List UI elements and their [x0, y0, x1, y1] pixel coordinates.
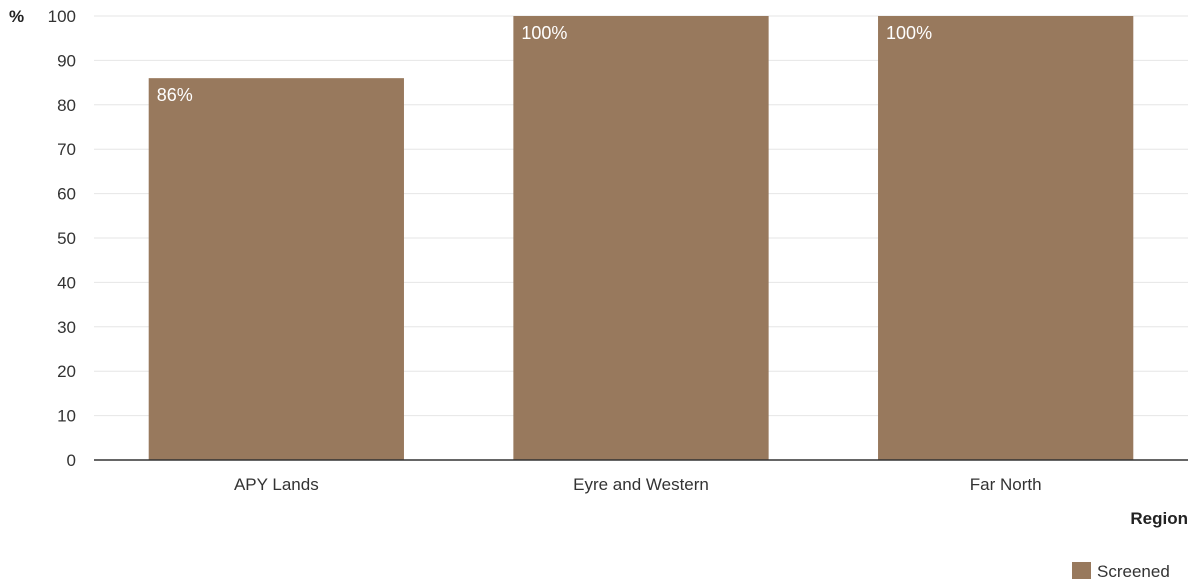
data-label-layer: 86% 100% 100% [157, 23, 932, 105]
x-tick-labels: APY Lands Eyre and Western Far North [234, 475, 1042, 494]
legend-swatch-screened [1072, 562, 1091, 579]
bar-layer [148, 16, 1134, 460]
x-tick-label: APY Lands [234, 475, 319, 494]
y-tick-label: 90 [57, 51, 76, 70]
legend-label-screened: Screened [1097, 562, 1170, 581]
data-label: 100% [521, 23, 567, 43]
bar-far-north [878, 16, 1134, 460]
y-tick-labels: 0 10 20 30 40 50 60 70 80 90 100 [48, 7, 76, 470]
y-tick-label: 70 [57, 140, 76, 159]
bar-apy-lands [148, 78, 404, 460]
x-axis-title: Region [1130, 509, 1188, 528]
y-tick-label: 100 [48, 7, 76, 26]
x-tick-label: Far North [970, 475, 1042, 494]
bar-eyre-and-western [513, 16, 769, 460]
y-tick-label: 30 [57, 318, 76, 337]
y-tick-label: 40 [57, 273, 76, 292]
y-tick-label: 10 [57, 407, 76, 426]
data-label: 100% [886, 23, 932, 43]
y-tick-label: 60 [57, 185, 76, 204]
y-tick-label: 20 [57, 362, 76, 381]
y-tick-label: 80 [57, 96, 76, 115]
y-tick-label: 0 [67, 451, 76, 470]
legend: Screened [1072, 562, 1170, 581]
y-axis-title: % [9, 7, 24, 26]
y-tick-label: 50 [57, 229, 76, 248]
data-label: 86% [157, 85, 193, 105]
x-tick-label: Eyre and Western [573, 475, 709, 494]
